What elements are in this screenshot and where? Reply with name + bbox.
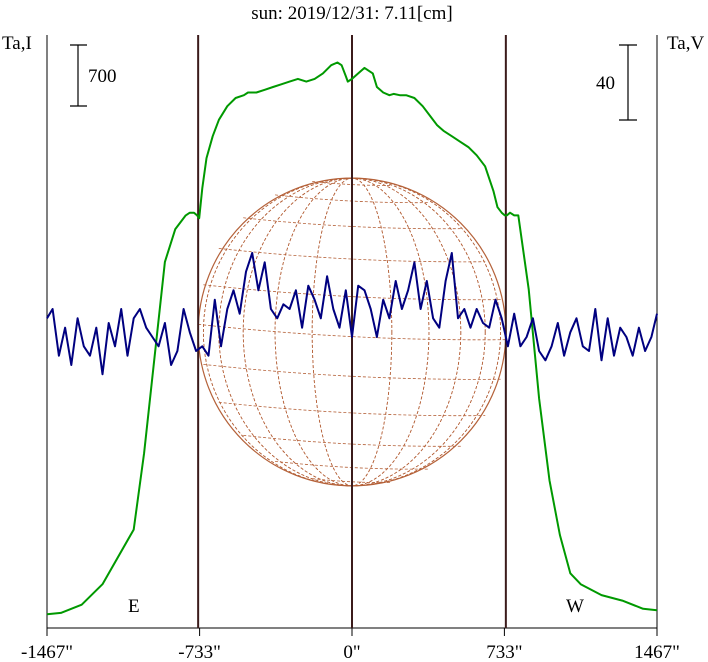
left-scale-bar: 700 — [70, 44, 117, 107]
latitude-line — [312, 478, 392, 484]
right-scale-bar-value: 40 — [596, 73, 615, 94]
x-tick-label: 1467" — [634, 642, 680, 662]
latitude-line — [218, 401, 486, 417]
x-axis-ticks: -1467" -733" 0" 733" 1467" — [21, 628, 680, 662]
left-axis-label: Ta,I — [2, 33, 32, 54]
east-label: E — [128, 596, 140, 617]
latitude-line — [243, 434, 461, 447]
x-tick-label: -733" — [178, 642, 221, 662]
polarization-curve — [46, 252, 658, 376]
right-axis-label: Ta,V — [667, 33, 704, 54]
x-tick-label: -1467" — [21, 642, 73, 662]
x-tick-label: 0" — [343, 642, 360, 662]
chart-title: sun: 2019/12/31: 7.11[cm] — [251, 3, 452, 24]
latitude-line — [218, 248, 486, 263]
west-label: W — [566, 596, 584, 617]
intensity-curve — [46, 61, 658, 616]
latitude-line — [243, 217, 461, 230]
latitude-line — [198, 323, 506, 341]
series-group — [46, 61, 658, 616]
right-scale-bar: 40 — [596, 44, 637, 121]
x-tick-label: 733" — [486, 642, 522, 662]
left-scale-bar-value: 700 — [88, 66, 117, 87]
